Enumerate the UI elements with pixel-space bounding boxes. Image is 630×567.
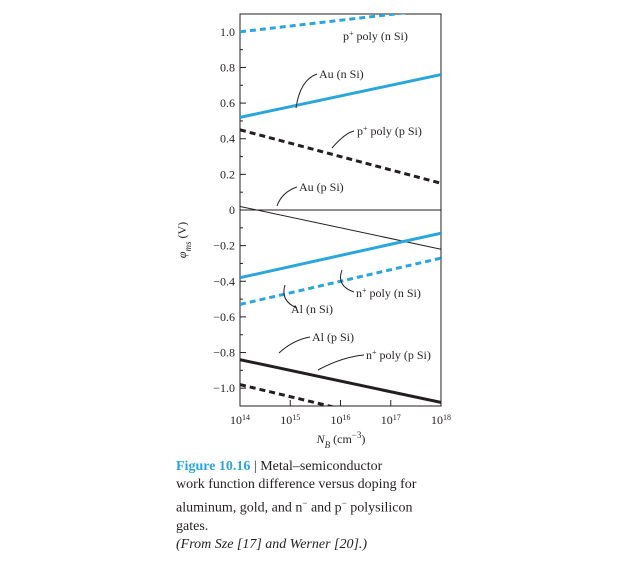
series-labels: p+ poly (n Si) Au (n Si) p+ poly (p Si) Au … bbox=[291, 29, 431, 363]
series-line bbox=[240, 128, 441, 185]
caption-sup-2: − bbox=[341, 498, 347, 508]
caption-line-2: work function difference versus doping f… bbox=[176, 477, 417, 492]
caption-line-3a: aluminum, gold, and n bbox=[176, 500, 303, 516]
figure-caption: Figure 10.16 | Metal–semiconductor work … bbox=[176, 458, 476, 554]
chart: −1.0 −0.8 −0.6 −0.4 −0.2 0 0.2 0.4 0.6 0.8 1.0 101… bbox=[175, 13, 451, 450]
series-label: p+ poly (n Si) bbox=[343, 29, 408, 44]
series-label: n+ poly (n Si) bbox=[356, 286, 421, 301]
series-line bbox=[240, 256, 441, 306]
series-line bbox=[240, 358, 441, 404]
caption-line-3b: and p bbox=[307, 500, 342, 516]
y-tick-label: 0.6 bbox=[220, 96, 235, 110]
caption-separator: | bbox=[250, 459, 261, 474]
leader-curve bbox=[278, 336, 311, 354]
y-tick-label: 1.0 bbox=[220, 25, 235, 39]
caption-sup-1: − bbox=[302, 498, 308, 508]
leader-curve bbox=[295, 73, 318, 109]
y-tick-label: −0.4 bbox=[213, 274, 235, 288]
y-tick-label: 0.2 bbox=[220, 167, 235, 181]
caption-line-1: Metal–semiconductor bbox=[260, 459, 383, 474]
series-label: Au (n Si) bbox=[319, 67, 364, 81]
y-tick-label: −0.8 bbox=[213, 346, 235, 360]
y-axis-label: φms (V) bbox=[175, 222, 193, 258]
series-line bbox=[240, 231, 441, 280]
x-tick-label: 1015 bbox=[280, 413, 300, 428]
y-axis-ticks: −1.0 −0.8 −0.6 −0.4 −0.2 0 0.2 0.4 0.6 0.8 1.0 bbox=[213, 13, 246, 407]
y-tick-label: −1.0 bbox=[213, 381, 235, 395]
series-line bbox=[240, 73, 441, 119]
series-label: p+ poly (p Si) bbox=[357, 124, 422, 139]
x-tick-label: 1018 bbox=[431, 413, 451, 428]
y-tick-label: −0.6 bbox=[213, 310, 235, 324]
figure-number: Figure 10.16 bbox=[176, 459, 251, 474]
series-label: n+ poly (p Si) bbox=[366, 348, 431, 363]
axis-titles: φms (V) NB (cm−3) bbox=[175, 222, 365, 450]
leader-curve bbox=[276, 186, 298, 207]
x-tick-label: 1014 bbox=[230, 413, 250, 428]
x-tick-label: 1016 bbox=[331, 413, 351, 428]
y-tick-label: 0 bbox=[229, 203, 235, 217]
caption-credit: (From Sze [17] and Werner [20].) bbox=[176, 536, 368, 552]
series-label: Al (n Si) bbox=[291, 302, 333, 316]
annotation-leaders bbox=[276, 73, 365, 371]
caption-line-3c: polysilicon bbox=[346, 500, 413, 516]
series-line bbox=[240, 14, 408, 34]
leader-curve bbox=[317, 354, 365, 371]
y-tick-label: 0.8 bbox=[220, 60, 235, 74]
series-label: Au (p Si) bbox=[299, 180, 344, 194]
x-tick-label: 1017 bbox=[381, 413, 401, 428]
x-axis-label: NB (cm−3) bbox=[316, 430, 366, 450]
caption-line-4: gates. bbox=[176, 518, 209, 534]
y-tick-label: 0.4 bbox=[220, 132, 235, 146]
leader-curve bbox=[283, 284, 298, 309]
x-axis-ticks: 1014 1015 1016 1017 1018 bbox=[230, 400, 451, 427]
series-line bbox=[240, 383, 336, 406]
series-label: Al (p Si) bbox=[312, 330, 354, 344]
leader-curve bbox=[331, 130, 355, 149]
series-lines bbox=[240, 14, 441, 406]
series-line bbox=[240, 205, 441, 250]
y-tick-label: −0.2 bbox=[213, 239, 235, 253]
leader-curve bbox=[340, 269, 355, 293]
